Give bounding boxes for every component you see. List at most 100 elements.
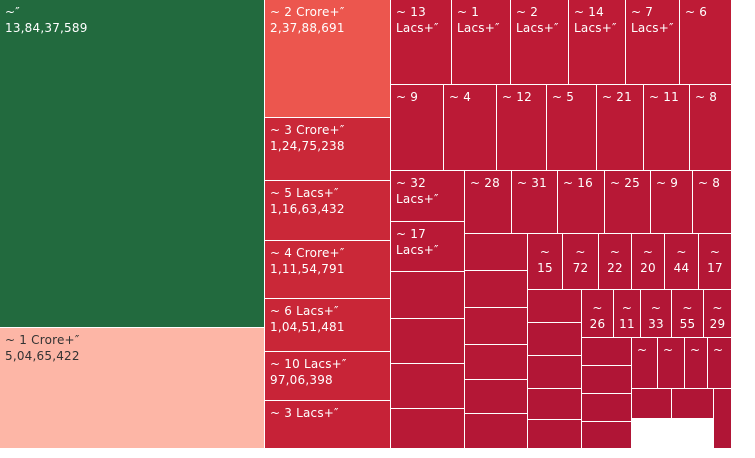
treemap-tile[interactable] <box>582 338 632 366</box>
treemap-tile[interactable] <box>528 389 582 420</box>
treemap-tile[interactable]: ~ <box>632 338 658 389</box>
treemap-tile[interactable]: ~ 20 <box>632 234 665 290</box>
treemap-tile[interactable]: ~ 11 <box>644 85 690 171</box>
treemap-tile[interactable]: ~ 8 <box>690 85 732 171</box>
treemap-tile[interactable]: ~ 6 <box>680 0 732 85</box>
tile-label: ~ 2 Crore+″ <box>270 5 345 19</box>
tile-label: ~ 5 <box>552 90 575 104</box>
treemap-tile[interactable] <box>391 272 465 319</box>
treemap-tile[interactable] <box>714 389 732 449</box>
tile-label: ~ 2 Lacs+″ <box>516 5 559 35</box>
tile-label: ~ 32 Lacs+″ <box>396 176 439 206</box>
treemap-tile[interactable] <box>528 420 582 449</box>
tile-label: ~ 17 <box>707 245 723 275</box>
tile-value: 1,16,63,432 <box>270 202 345 216</box>
treemap-tile[interactable] <box>391 364 465 409</box>
tile-label: ~ 9 <box>396 90 419 104</box>
treemap-tile[interactable]: ~ 13 Lacs+″ <box>391 0 452 85</box>
treemap-tile[interactable]: ~ 72 <box>563 234 599 290</box>
treemap-tile[interactable]: ~ 17 Lacs+″ <box>391 222 465 272</box>
tile-label: ~ 55 <box>679 301 696 331</box>
treemap-tile[interactable] <box>465 308 528 345</box>
treemap-tile[interactable] <box>528 323 582 356</box>
tile-label: ~ <box>637 343 648 357</box>
treemap-tile[interactable]: ~ 22 <box>599 234 632 290</box>
treemap-tile[interactable] <box>528 290 582 323</box>
treemap-tile[interactable]: ~ 1 Lacs+″ <box>452 0 511 85</box>
tile-label: ~ 72 <box>572 245 589 275</box>
tile-label: ~ 31 <box>517 176 547 190</box>
treemap-tile[interactable]: ~ 1 Crore+″ 5,04,65,422 <box>0 328 265 449</box>
treemap-tile[interactable] <box>582 422 632 449</box>
treemap-tile[interactable]: ~ 8 <box>693 171 732 234</box>
treemap-tile[interactable]: ~ 3 Lacs+″ <box>265 401 391 449</box>
treemap-tile[interactable]: ~ 25 <box>605 171 651 234</box>
tile-label: ~ 1 Crore+″ <box>5 333 80 347</box>
treemap-tile[interactable]: ~ 9 <box>391 85 444 171</box>
treemap-tile[interactable]: ~ 21 <box>597 85 644 171</box>
tile-label: ~ 4 Crore+″ <box>270 246 345 260</box>
treemap-tile[interactable]: ~ 3 Crore+″ 1,24,75,238 <box>265 118 391 181</box>
tile-label: ~ 15 <box>537 245 553 275</box>
treemap-tile[interactable]: ~ 4 Crore+″ 1,11,54,791 <box>265 241 391 299</box>
treemap-tile[interactable]: ~ <box>708 338 732 389</box>
tile-label: ~ 21 <box>602 90 632 104</box>
treemap-tile[interactable] <box>465 414 528 449</box>
treemap-tile[interactable]: ~ <box>658 338 685 389</box>
treemap-tile[interactable]: ~ 11 <box>614 290 641 338</box>
tile-label: ~ 3 Lacs+″ <box>270 406 339 420</box>
treemap-tile[interactable]: ~ 2 Crore+″ 2,37,88,691 <box>265 0 391 118</box>
treemap-tile[interactable] <box>391 319 465 364</box>
treemap-tile[interactable]: ~ 6 Lacs+″ 1,04,51,481 <box>265 299 391 352</box>
treemap-tile[interactable]: ~ 2 Lacs+″ <box>511 0 569 85</box>
tile-label: ~ <box>713 343 724 357</box>
tile-label: ~ 22 <box>607 245 623 275</box>
tile-label: ~ 16 <box>563 176 593 190</box>
treemap-tile[interactable] <box>582 394 632 422</box>
tile-label: ~ 10 Lacs+″ <box>270 357 347 371</box>
treemap-tile[interactable]: ~ 29 <box>704 290 732 338</box>
tile-label: ~ 3 Crore+″ <box>270 123 345 137</box>
tile-value: 1,24,75,238 <box>270 139 345 153</box>
treemap-tile[interactable]: ~ 4 <box>444 85 497 171</box>
tile-value: 13,84,37,589 <box>5 21 88 35</box>
treemap-tile[interactable]: ~ 12 <box>497 85 547 171</box>
treemap-tile[interactable]: ~″ 13,84,37,589 <box>0 0 265 328</box>
tile-label: ~ 26 <box>589 301 606 331</box>
treemap-tile[interactable]: ~ 15 <box>528 234 563 290</box>
treemap-tile[interactable]: ~ 33 <box>641 290 672 338</box>
treemap-tile[interactable] <box>582 366 632 394</box>
treemap-tile[interactable]: ~ 44 <box>665 234 699 290</box>
treemap-tile[interactable]: ~ 5 Lacs+″ 1,16,63,432 <box>265 181 391 241</box>
treemap-tile[interactable]: ~ 9 <box>651 171 693 234</box>
treemap-tile[interactable]: ~ 32 Lacs+″ <box>391 171 465 222</box>
treemap-tile[interactable]: ~ 28 <box>465 171 512 234</box>
treemap-tile[interactable]: ~ 17 <box>699 234 732 290</box>
tile-label: ~ 44 <box>673 245 690 275</box>
tile-value: 1,04,51,481 <box>270 320 345 334</box>
treemap-tile[interactable] <box>465 380 528 414</box>
treemap-tile[interactable] <box>465 271 528 308</box>
treemap-tile[interactable] <box>632 389 672 419</box>
treemap-tile[interactable]: ~ 55 <box>672 290 704 338</box>
treemap-tile[interactable] <box>672 389 714 419</box>
treemap-tile[interactable]: ~ 14 Lacs+″ <box>569 0 626 85</box>
tile-label: ~ 29 <box>709 301 726 331</box>
treemap-tile[interactable]: ~ 16 <box>558 171 605 234</box>
tile-label: ~ 20 <box>640 245 656 275</box>
treemap-tile[interactable]: ~ 26 <box>582 290 614 338</box>
treemap-tile[interactable] <box>465 234 528 271</box>
tile-label: ~ 25 <box>610 176 640 190</box>
treemap-tile[interactable]: ~ 31 <box>512 171 558 234</box>
treemap-tile[interactable] <box>391 409 465 449</box>
tile-label: ~ 5 Lacs+″ <box>270 186 339 200</box>
treemap-tile[interactable] <box>465 345 528 380</box>
treemap-tile[interactable]: ~ 10 Lacs+″ 97,06,398 <box>265 352 391 401</box>
tile-value: 5,04,65,422 <box>5 349 80 363</box>
treemap-tile[interactable]: ~ 5 <box>547 85 597 171</box>
treemap-tile[interactable]: ~ <box>685 338 708 389</box>
treemap-tile[interactable]: ~ 7 Lacs+″ <box>626 0 680 85</box>
tile-label: ~ 17 Lacs+″ <box>396 227 439 257</box>
treemap-tile[interactable] <box>528 356 582 389</box>
